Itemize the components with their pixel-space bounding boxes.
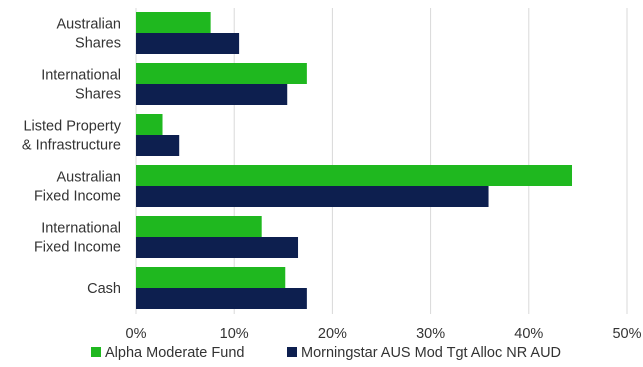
category-label: Australian	[57, 17, 121, 33]
x-tick-label: 30%	[416, 326, 445, 342]
bar-series-1-cat-2	[136, 135, 180, 156]
category-labels: Australian Shares International Shares Liste…	[22, 17, 122, 298]
x-tick-label: 20%	[318, 326, 347, 342]
bar-series-0-cat-5	[136, 267, 286, 288]
legend-swatch-0	[91, 347, 101, 357]
bar-series-1-cat-4	[136, 237, 299, 258]
category-label: Cash	[87, 281, 121, 297]
category-label: & Infrastructure	[22, 138, 121, 154]
bars	[136, 12, 573, 309]
category-label: Fixed Income	[34, 240, 121, 256]
legend: Alpha Moderate Fund Morningstar AUS Mod T…	[91, 345, 561, 361]
bar-series-0-cat-0	[136, 12, 211, 33]
x-tick-label: 10%	[220, 326, 249, 342]
category-label: Shares	[75, 87, 121, 103]
bar-series-0-cat-4	[136, 216, 262, 237]
bar-series-1-cat-3	[136, 186, 489, 207]
category-label: Fixed Income	[34, 189, 121, 205]
grid-lines	[135, 8, 628, 314]
x-tick-label: 40%	[514, 326, 543, 342]
category-label: Listed Property	[23, 119, 121, 135]
x-tick-label: 50%	[612, 326, 641, 342]
category-label: Shares	[75, 36, 121, 52]
legend-swatch-1	[287, 347, 297, 357]
bar-series-0-cat-2	[136, 114, 163, 135]
legend-label-1: Morningstar AUS Mod Tgt Alloc NR AUD	[301, 345, 561, 361]
x-axis-ticks: 0% 10% 20% 30% 40% 50%	[126, 326, 642, 342]
bar-series-1-cat-0	[136, 33, 240, 54]
x-tick-label: 0%	[126, 326, 147, 342]
category-label: International	[41, 68, 121, 84]
bar-series-0-cat-1	[136, 63, 307, 84]
category-label: Australian	[57, 170, 121, 186]
category-label: International	[41, 221, 121, 237]
bar-series-1-cat-5	[136, 288, 307, 309]
bar-series-0-cat-3	[136, 165, 573, 186]
legend-label-0: Alpha Moderate Fund	[105, 345, 244, 361]
bar-series-1-cat-1	[136, 84, 288, 105]
